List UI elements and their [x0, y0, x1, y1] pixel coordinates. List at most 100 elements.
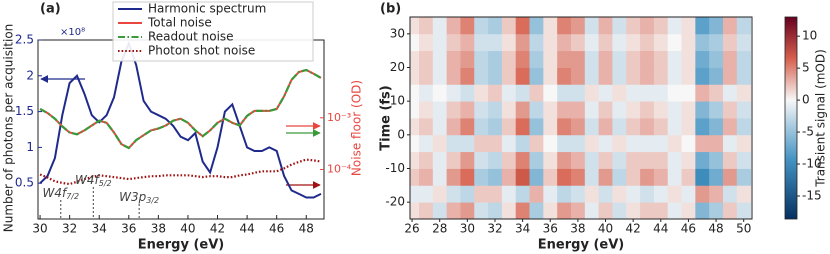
heat-cell	[446, 118, 461, 136]
heat-cell	[460, 17, 475, 35]
annotation: W4f7/2	[42, 186, 79, 201]
heat-cell	[460, 84, 475, 102]
heat-cell	[626, 101, 641, 119]
y-axis-label: Time (fs)	[379, 85, 394, 151]
heat-cell	[529, 33, 544, 52]
plot-frame	[37, 39, 325, 220]
heat-cell	[418, 118, 434, 136]
heat-cell	[432, 151, 448, 169]
x-axis-label: Energy (eV)	[538, 238, 624, 253]
heat-cell	[543, 134, 558, 153]
heat-cell	[584, 101, 600, 119]
heat-cell	[501, 151, 517, 169]
plot-frame	[409, 16, 753, 220]
heat-cell	[460, 134, 475, 153]
heat-cell	[598, 33, 613, 52]
heat-cell	[598, 67, 613, 85]
heat-cell	[446, 17, 461, 35]
heat-cell	[695, 151, 710, 169]
heat-cell	[709, 84, 724, 102]
heat-cell	[681, 67, 696, 85]
heat-cell	[640, 134, 655, 153]
heat-cell	[709, 118, 724, 136]
heat-cell	[418, 50, 434, 68]
heat-cell	[667, 151, 682, 169]
heat-cell	[695, 101, 710, 119]
y2-tick-label: 10⁻³	[327, 111, 351, 124]
x-tick-label: 46	[269, 222, 284, 236]
heat-cell	[681, 84, 696, 102]
x-tick-label: 32	[62, 222, 77, 236]
heat-cell	[418, 84, 434, 102]
heat-cell	[709, 168, 724, 186]
heat-cell	[501, 33, 517, 52]
heat-cell	[446, 50, 461, 68]
heat-cell	[612, 33, 627, 52]
heat-cell	[570, 185, 586, 203]
heat-cell	[557, 101, 572, 119]
heat-cell	[722, 134, 738, 153]
heat-cell	[570, 151, 586, 169]
heat-cell	[695, 202, 710, 219]
heat-cell	[418, 134, 434, 153]
heat-cell	[570, 202, 586, 219]
heat-cell	[557, 168, 572, 186]
heat-cell	[598, 151, 613, 169]
heat-cell	[501, 134, 517, 153]
heat-cell	[612, 134, 627, 153]
heat-cell	[570, 17, 586, 35]
heat-cell	[640, 50, 655, 68]
heat-cell	[709, 185, 724, 203]
heat-cell	[653, 185, 669, 203]
x-tick-label: 48	[708, 222, 723, 236]
heat-cell	[709, 202, 724, 219]
heat-cell	[612, 151, 627, 169]
heat-cell	[695, 168, 710, 186]
heat-cell	[529, 50, 544, 68]
heat-cell	[410, 50, 420, 68]
colorbar-label: Transient signal (mOD)	[814, 49, 828, 188]
heat-cell	[432, 101, 448, 119]
heat-cell	[736, 84, 752, 102]
heat-cell	[681, 118, 696, 136]
heat-cell	[543, 67, 558, 85]
heat-cell	[410, 17, 420, 35]
colorbar-tick-label: -10	[802, 157, 822, 171]
heat-cell	[557, 67, 572, 85]
heat-cell	[653, 50, 669, 68]
heat-cell	[460, 168, 475, 186]
heat-cell	[474, 134, 489, 153]
y-tick-label: 1.5	[15, 104, 34, 118]
legend-label: Harmonic spectrum	[148, 2, 266, 16]
heat-cell	[410, 134, 420, 153]
heat-cell	[736, 151, 752, 169]
heat-cell	[640, 118, 655, 136]
x-tick-label: 36	[121, 222, 136, 236]
heat-cell	[446, 101, 461, 119]
annotation: W3p3/2	[119, 190, 159, 205]
heat-cell	[681, 185, 696, 203]
heat-cell	[460, 50, 475, 68]
x-tick-label: 50	[736, 222, 751, 236]
heat-cell	[667, 50, 682, 68]
heat-cell	[474, 50, 489, 68]
heat-cell	[460, 118, 475, 136]
panel-label: (b)	[380, 2, 401, 17]
x-tick-label: 40	[180, 222, 195, 236]
heat-cell	[543, 168, 558, 186]
annotation-text: W4f	[75, 173, 101, 187]
heat-cell	[722, 84, 738, 102]
heat-cell	[410, 168, 420, 186]
heat-cell	[653, 202, 669, 219]
heat-cell	[626, 168, 641, 186]
heat-cell	[515, 50, 530, 68]
heat-cell	[543, 17, 558, 35]
y-tick-label: 20	[390, 60, 405, 74]
heat-cell	[709, 33, 724, 52]
heat-cell	[598, 118, 613, 136]
heat-cell	[432, 185, 448, 203]
y-tick-label: 2	[26, 68, 34, 82]
heat-cell	[667, 134, 682, 153]
heat-cell	[515, 33, 530, 52]
heat-cell	[460, 101, 475, 119]
